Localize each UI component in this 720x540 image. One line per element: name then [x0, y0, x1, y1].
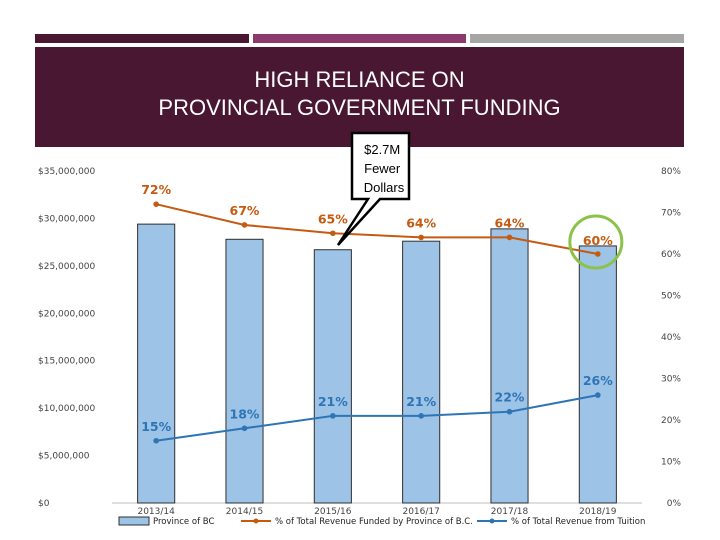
point-province-pct — [506, 234, 513, 241]
point-tuition-pct — [595, 392, 601, 398]
legend-marker-tuition-pct — [489, 518, 495, 524]
bar-province-of-bc — [578, 245, 617, 504]
y-left-tick-label: $15,000,000 — [38, 357, 96, 367]
y-right-tick-label: 80% — [661, 167, 681, 177]
point-tuition-pct — [241, 425, 248, 432]
data-label-tuition-pct: 22% — [495, 390, 525, 405]
point-tuition-pct — [153, 437, 159, 444]
data-label-province-pct: 60% — [583, 233, 613, 248]
data-label-tuition-pct: 26% — [583, 373, 613, 388]
point-tuition-pct — [418, 413, 424, 419]
legend-label-province-of-bc: Province of BC — [153, 517, 214, 527]
bar-province-of-bc — [313, 249, 352, 504]
y-left-tick-label: $20,000,000 — [38, 309, 96, 319]
x-tick-label: 2018/19 — [579, 507, 617, 517]
y-right-tick-label: 40% — [661, 333, 681, 343]
y-left-tick-label: $5,000,000 — [38, 452, 90, 462]
bar-province-of-bc — [225, 238, 264, 504]
data-label-province-pct: 67% — [230, 203, 260, 218]
accent-bar-2 — [253, 34, 466, 43]
bar-province-of-bc — [137, 223, 176, 504]
y-left-tick-label: $35,000,000 — [38, 167, 96, 177]
line-province-pct — [155, 203, 599, 255]
highlight-circle — [568, 214, 624, 270]
point-province-pct — [330, 230, 336, 237]
title-banner — [35, 47, 684, 147]
data-label-province-pct: 65% — [318, 211, 348, 226]
bar-province-of-bc — [490, 228, 529, 504]
accent-bar-1 — [35, 34, 249, 43]
revenue-chart: $0 $5,000,000 $10,000,000 $15,000,000 $20,00… — [38, 167, 682, 527]
data-label-tuition-pct: 21% — [406, 394, 436, 409]
y-left-tick-label: $0 — [38, 499, 50, 509]
x-tick-label: 2016/17 — [402, 507, 439, 517]
legend-label-province-pct: % of Total Revenue Funded by Province of… — [275, 517, 473, 527]
line-tuition-pct — [156, 394, 599, 442]
data-label-province-pct: 64% — [406, 215, 436, 230]
y-right-tick-label: 10% — [661, 458, 681, 468]
point-province-pct — [418, 234, 424, 241]
data-label-tuition-pct: 18% — [230, 406, 260, 421]
x-tick-label: 2013/14 — [137, 507, 175, 517]
legend-marker-province-pct — [253, 518, 259, 524]
y-left-tick-label: $10,000,000 — [38, 404, 96, 414]
legend-label-tuition-pct: % of Total Revenue from Tuition — [511, 517, 645, 527]
slide-title: HIGH RELIANCE ON PROVINCIAL GOVERNMENT F… — [35, 66, 684, 122]
bar-province-of-bc — [402, 240, 441, 504]
data-label-tuition-pct: 21% — [318, 394, 348, 409]
x-tick-label: 2015/16 — [314, 507, 352, 517]
y-right-tick-label: 20% — [661, 416, 681, 426]
point-province-pct — [595, 251, 601, 257]
y-left-tick-label: $30,000,000 — [38, 214, 96, 224]
y-right-tick-label: 0% — [667, 499, 682, 509]
x-tick-label: 2014/15 — [226, 507, 263, 517]
point-tuition-pct — [506, 408, 513, 415]
legend-swatch-province-of-bc — [118, 516, 150, 526]
y-right-tick-label: 70% — [661, 209, 681, 219]
data-label-province-pct: 64% — [495, 215, 525, 230]
point-province-pct — [153, 201, 159, 207]
accent-bar-3 — [470, 34, 684, 43]
point-province-pct — [241, 222, 248, 228]
y-right-tick-label: 60% — [661, 250, 681, 260]
slide-title-line-1: HIGH RELIANCE ON — [254, 67, 465, 92]
chart-frame: $0 $5,000,000 $10,000,000 $15,000,000 $20,00… — [35, 150, 684, 535]
legend: Province of BC % of Total Revenue Funded … — [118, 516, 645, 527]
y-right-tick-label: 30% — [661, 375, 681, 385]
y-left-tick-label: $25,000,000 — [38, 262, 96, 272]
point-tuition-pct — [330, 413, 336, 419]
data-label-tuition-pct: 15% — [141, 419, 171, 434]
slide-title-line-2: PROVINCIAL GOVERNMENT FUNDING — [158, 95, 561, 120]
y-right-tick-label: 50% — [661, 292, 681, 302]
data-label-province-pct: 72% — [141, 182, 171, 197]
x-tick-label: 2017/18 — [491, 507, 529, 517]
